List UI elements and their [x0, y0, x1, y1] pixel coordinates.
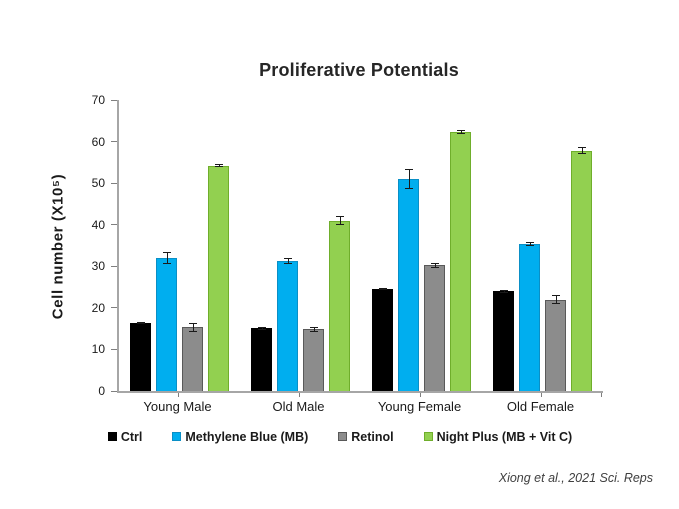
legend-item: Methylene Blue (MB) [172, 430, 308, 444]
x-tick-mark [540, 393, 542, 397]
y-tick-mark [111, 182, 117, 184]
error-bar [188, 323, 197, 332]
y-axis-label: Cell number (X10⁵) [49, 173, 67, 320]
error-bar [404, 168, 413, 190]
legend-swatch-icon [107, 431, 117, 441]
error-bar [214, 164, 223, 167]
error-bar [378, 287, 387, 291]
bar [424, 262, 445, 391]
error-bar [499, 289, 508, 293]
legend-label: Retinol [351, 430, 394, 444]
bar [493, 289, 514, 391]
x-tick-mark [298, 393, 300, 397]
legend-label: Night Plus (MB + Vit C) [436, 430, 573, 444]
bar [519, 242, 540, 391]
category-group [482, 100, 603, 391]
chart-title: Proliferative Potentials [259, 60, 459, 80]
x-category-label: Young Female [377, 399, 462, 414]
error-bar [257, 326, 266, 330]
y-tick-mark [111, 99, 117, 101]
error-bar [525, 242, 534, 247]
bar [277, 257, 298, 391]
x-tick-mark [601, 393, 602, 397]
bar [450, 129, 471, 391]
bar [130, 321, 151, 391]
error-bar [283, 257, 292, 265]
error-bar [430, 262, 439, 268]
bar [571, 147, 592, 391]
error-bar [162, 251, 171, 265]
bar [182, 323, 203, 391]
bar [372, 287, 393, 391]
y-tick-mark [111, 141, 117, 143]
category-group [361, 100, 482, 391]
error-bar [335, 216, 344, 225]
category-group [240, 100, 361, 391]
bar [545, 295, 566, 391]
legend-label: Ctrl [120, 430, 143, 444]
category-group [119, 100, 240, 391]
y-tick-label: 70 [91, 93, 105, 107]
x-category-label: Young Male [143, 399, 212, 414]
bar [251, 326, 272, 391]
y-tick-mark [111, 307, 117, 309]
x-category-label: Old Female [506, 399, 575, 414]
legend-swatch-icon [172, 431, 182, 441]
y-tick-mark [111, 224, 117, 226]
citation-text: Xiong et al., 2021 Sci. Reps [498, 471, 653, 485]
y-tick-label: 30 [91, 259, 105, 274]
bar [208, 164, 229, 391]
error-bar [309, 327, 318, 332]
y-tick-label: 60 [91, 134, 105, 149]
y-tick-label: 10 [91, 342, 105, 357]
bar [303, 327, 324, 391]
bar [329, 216, 350, 391]
bar [156, 251, 177, 391]
y-tick-mark [111, 265, 117, 267]
legend: Ctrl Methylene Blue (MB) Retinol Night Plus… [60, 430, 620, 444]
y-tick-label: 50 [91, 176, 105, 191]
x-category-label: Old Male [272, 399, 325, 414]
legend-item: Night Plus (MB + Vit C) [423, 430, 573, 444]
legend-label: Methylene Blue (MB) [185, 430, 309, 444]
y-tick-label: 20 [91, 300, 105, 315]
legend-item: Ctrl [107, 430, 143, 444]
y-tick-mark [111, 390, 117, 392]
y-tick-label: 40 [91, 217, 105, 232]
error-bar [577, 147, 586, 155]
x-tick-mark [177, 393, 179, 397]
y-tick-label: 0 [98, 384, 105, 398]
error-bar [456, 129, 465, 134]
x-tick-mark [419, 393, 421, 397]
legend-item: Retinol [338, 430, 394, 444]
y-tick-mark [111, 348, 117, 350]
legend-swatch-icon [423, 431, 433, 441]
error-bar [136, 321, 145, 325]
legend-swatch-icon [338, 431, 348, 441]
error-bar [551, 295, 560, 304]
plot-area [117, 100, 603, 393]
bar [398, 168, 419, 391]
